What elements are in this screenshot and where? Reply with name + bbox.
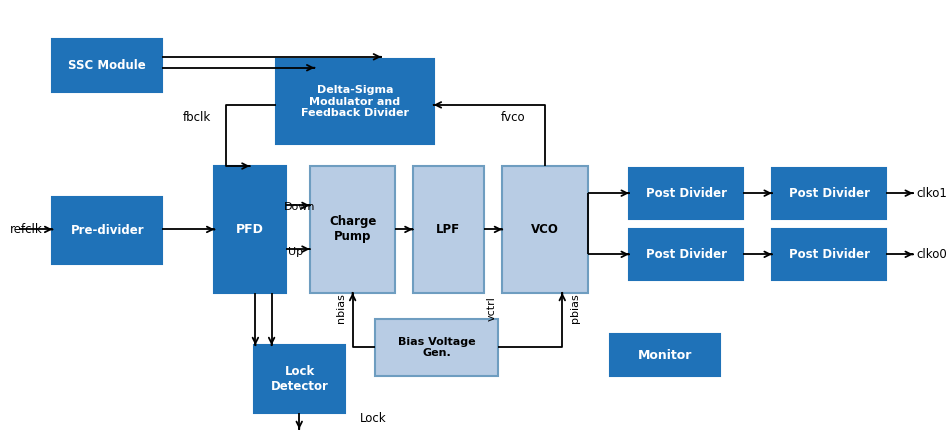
Text: Post Divider: Post Divider xyxy=(645,248,725,261)
Text: Post Divider: Post Divider xyxy=(788,187,868,200)
FancyBboxPatch shape xyxy=(52,197,162,264)
FancyBboxPatch shape xyxy=(276,59,433,144)
FancyBboxPatch shape xyxy=(309,166,395,293)
Text: Monitor: Monitor xyxy=(637,349,691,361)
Text: clko0: clko0 xyxy=(916,248,946,261)
Text: Post Divider: Post Divider xyxy=(788,248,868,261)
Text: Lock
Detector: Lock Detector xyxy=(270,365,328,393)
Text: Down: Down xyxy=(284,202,315,212)
FancyBboxPatch shape xyxy=(628,168,743,218)
FancyBboxPatch shape xyxy=(254,345,345,413)
Text: Up: Up xyxy=(288,247,303,257)
FancyBboxPatch shape xyxy=(771,168,885,218)
Text: nbias: nbias xyxy=(336,293,346,323)
FancyBboxPatch shape xyxy=(412,166,484,293)
Text: pbias: pbias xyxy=(569,293,579,323)
Text: Delta-Sigma
Modulator and
Feedback Divider: Delta-Sigma Modulator and Feedback Divid… xyxy=(301,85,408,118)
Text: Pre-divider: Pre-divider xyxy=(70,224,144,237)
Text: Charge
Pump: Charge Pump xyxy=(328,215,376,243)
Text: LPF: LPF xyxy=(436,223,460,236)
Text: fvco: fvco xyxy=(500,111,525,125)
Text: clko1: clko1 xyxy=(916,187,946,200)
FancyBboxPatch shape xyxy=(374,319,498,376)
FancyBboxPatch shape xyxy=(502,166,587,293)
FancyBboxPatch shape xyxy=(214,166,286,293)
FancyBboxPatch shape xyxy=(52,39,162,92)
Text: Lock: Lock xyxy=(360,412,387,425)
Text: SSC Module: SSC Module xyxy=(69,59,146,72)
FancyBboxPatch shape xyxy=(771,229,885,280)
Text: fbclk: fbclk xyxy=(183,111,211,125)
Text: vctrl: vctrl xyxy=(486,296,496,320)
Text: PFD: PFD xyxy=(236,223,264,236)
Text: refclk: refclk xyxy=(10,223,42,236)
FancyBboxPatch shape xyxy=(609,334,719,376)
Text: Bias Voltage
Gen.: Bias Voltage Gen. xyxy=(397,336,475,358)
Text: VCO: VCO xyxy=(530,223,559,236)
FancyBboxPatch shape xyxy=(628,229,743,280)
Text: Post Divider: Post Divider xyxy=(645,187,725,200)
